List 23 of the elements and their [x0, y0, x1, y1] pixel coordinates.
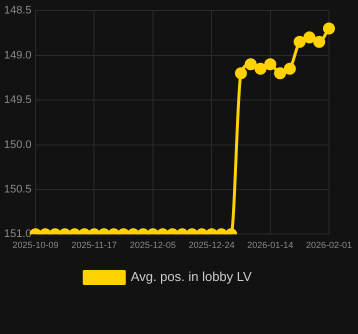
- y-tick-label: 149.5: [4, 94, 32, 106]
- point: [294, 36, 306, 48]
- x-tick-label: 2025-11-17: [72, 240, 117, 250]
- point: [303, 31, 316, 44]
- y-tick-label: 148.5: [4, 4, 32, 17]
- x-tick-label: 2025-12-24: [188, 240, 235, 250]
- y-tick-label: 150.0: [4, 138, 32, 151]
- x-tick-label: 2025-12-05: [130, 240, 176, 250]
- point: [274, 67, 286, 80]
- legend-label: Avg. pos. in lobby LV: [130, 269, 252, 284]
- x-tick-label: 2026-01-14: [247, 240, 294, 250]
- point: [244, 58, 257, 70]
- y-tick-label: 149.0: [4, 49, 32, 62]
- y-tick-label: 151.0: [4, 228, 32, 240]
- point: [313, 36, 326, 48]
- point: [254, 62, 267, 75]
- point: [322, 22, 335, 34]
- point: [234, 67, 247, 80]
- y-tick-label: 150.5: [4, 184, 32, 196]
- x-tick-label: 2025-10-09: [12, 240, 59, 250]
- point: [284, 62, 296, 75]
- point: [264, 58, 276, 70]
- x-tick-label: 2026-02-01: [306, 240, 352, 250]
